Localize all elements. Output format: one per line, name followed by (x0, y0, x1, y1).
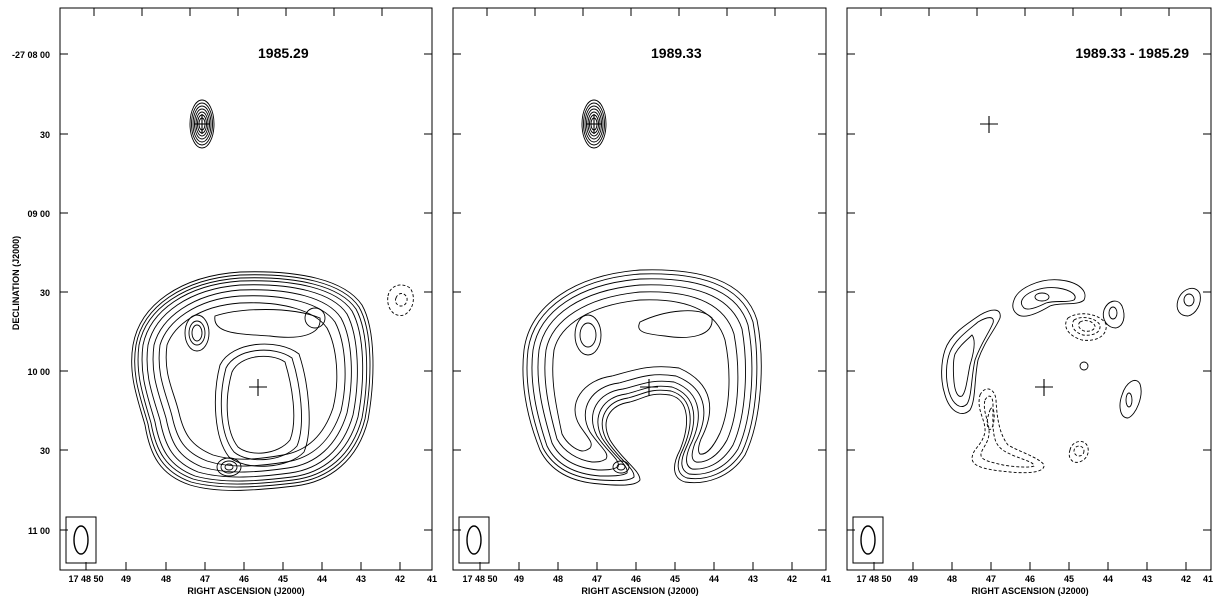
ra-tick-label: 47 (592, 574, 602, 584)
ra-tick-label: 41 (1203, 574, 1213, 584)
compact-source-contours (189, 99, 215, 149)
dec-tick-label: 30 (40, 130, 50, 140)
beam-ellipse (860, 525, 876, 555)
panel-frame (452, 7, 827, 571)
ra-tick-label: 49 (514, 574, 524, 584)
panel-frame (59, 7, 433, 571)
x-axis-label: RIGHT ASCENSION (J2000) (187, 586, 304, 596)
epoch-label: 1985.29 (258, 45, 309, 61)
ra-tick-label: 49 (121, 574, 131, 584)
beam-ellipse (466, 525, 482, 555)
ra-tick-label: 43 (748, 574, 758, 584)
epoch-label: 1989.33 - 1985.29 (1075, 45, 1189, 61)
ra-tick-label: 47 (986, 574, 996, 584)
ra-tick-label: 42 (787, 574, 797, 584)
ra-tick-label: 46 (239, 574, 249, 584)
ra-tick-label: 42 (395, 574, 405, 584)
ra-tick-label: 41 (821, 574, 831, 584)
shell-contours (522, 269, 762, 486)
panel-1985: 1985.29 (59, 7, 437, 596)
ra-tick-label: 44 (317, 574, 327, 584)
ra-tick-label: 43 (356, 574, 366, 584)
dec-tick-label: 11 00 (28, 526, 50, 536)
ra-tick-label: 42 (1181, 574, 1191, 584)
ra-tick-label: 47 (200, 574, 210, 584)
ra-tick-label: 44 (709, 574, 719, 584)
x-axis-label: RIGHT ASCENSION (J2000) (581, 586, 698, 596)
ra-tick-label: 46 (631, 574, 641, 584)
epoch-label: 1989.33 (651, 45, 702, 61)
ra-tick-label: 45 (278, 574, 288, 584)
dec-tick-label: 30 (40, 446, 50, 456)
ra-tick-label: 17 48 50 (856, 574, 891, 584)
axis-ticks (847, 8, 1211, 570)
ra-tick-label: 48 (161, 574, 171, 584)
ra-tick-label: 46 (1025, 574, 1035, 584)
ra-tick-label: 17 48 50 (462, 574, 497, 584)
ra-tick-label: 43 (1142, 574, 1152, 584)
negative-residual-contours (971, 313, 1107, 474)
shell-contours (131, 271, 374, 491)
x-axis-label: RIGHT ASCENSION (J2000) (971, 586, 1088, 596)
axis-ticks (60, 8, 432, 570)
beam-box (65, 516, 97, 564)
dec-tick-label: -27 08 00 (12, 50, 50, 60)
panel-1989: 1989.33 (452, 7, 831, 596)
ra-tick-label: 45 (670, 574, 680, 584)
negative-contour (387, 284, 414, 316)
ra-tick-label: 48 (553, 574, 563, 584)
ra-tick-label: 49 (908, 574, 918, 584)
panel-difference: 1989.33 - 1985.29 (846, 7, 1213, 596)
panel-frame (846, 7, 1212, 571)
beam-box (852, 516, 884, 564)
compact-source-contours (581, 99, 607, 149)
ra-tick-label: 41 (427, 574, 437, 584)
dec-tick-label: 30 (40, 288, 50, 298)
y-axis-label: DECLINATION (J2000) (11, 236, 21, 330)
ra-tick-label: 44 (1103, 574, 1113, 584)
beam-box (458, 516, 490, 564)
axis-ticks (453, 8, 826, 570)
negative-contour (394, 293, 408, 307)
dec-tick-label: 09 00 (27, 209, 50, 219)
dec-tick-label: 10 00 (27, 367, 50, 377)
beam-ellipse (73, 525, 89, 555)
ra-tick-label: 48 (947, 574, 957, 584)
ra-tick-label: 45 (1064, 574, 1074, 584)
ra-tick-label: 17 48 50 (68, 574, 103, 584)
positive-residual-contours (941, 279, 1201, 419)
